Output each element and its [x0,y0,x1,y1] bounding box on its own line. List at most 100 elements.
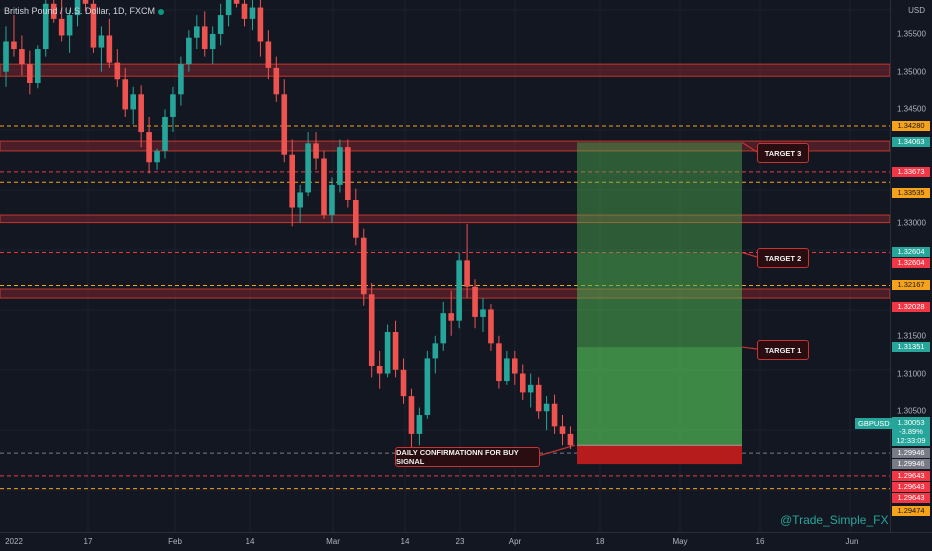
candle-body [90,3,97,48]
candle-body [178,64,184,95]
candle-body [559,426,566,434]
target-1-leader [741,346,758,350]
price-tick: 1.35000 [897,67,926,77]
candle-body [225,0,232,16]
stop-loss-zone [577,445,742,465]
target-zone-1 [577,347,742,446]
symbol-tag: GBPUSD [855,418,893,429]
candle-body [98,35,105,48]
market-open-dot [158,8,165,15]
candle-body [321,158,327,216]
price-level-badge: 1.29643 [892,492,930,503]
candlestick-chart[interactable] [0,0,890,532]
candle-body [66,15,73,36]
price-level-badge: 1.29643 [892,470,930,481]
signal-leader [537,444,576,457]
chart-pane[interactable] [0,0,890,532]
candle-body [35,49,41,84]
current-price-box: 1.30053 -3.89% 12:33:09 [892,417,930,446]
candle-body [329,184,335,216]
sr-zone [0,140,890,152]
time-label: 16 [755,537,765,546]
target-2-label[interactable]: TARGET 2 [757,248,809,268]
candle-body [360,237,367,295]
candle-body [58,18,65,36]
time-label: 2022 [5,537,23,546]
time-label: Feb [168,537,182,546]
time-label: 17 [83,537,93,546]
candle-body [376,365,383,374]
candle-body [82,0,89,4]
price-tick: 1.33000 [897,218,926,228]
price-level-badge: 1.29643 [892,481,930,492]
candle-body [353,199,359,238]
symbol-title[interactable]: British Pound / U.S. Dollar, 1D, FXCM [4,6,165,16]
price-axis[interactable]: USD 1.30053 -3.89% 12:33:09 1.35500 1.350… [890,0,932,532]
candle-body [480,309,486,317]
candle-body [273,67,280,95]
candle-body [408,396,415,434]
candle-body [162,116,168,151]
candle-body [400,369,407,397]
current-price: 1.30053 [897,418,925,427]
price-tick: 1.31000 [897,369,926,379]
candle-body [313,143,319,159]
candle-body [27,64,33,84]
candle-body [464,260,470,287]
price-level-badge: 1.32167 [892,280,930,291]
candle-body [416,415,423,434]
candle-body [305,143,311,193]
candle-body [186,37,192,65]
candle-body [209,33,216,50]
price-level-badge: 1.34280 [892,121,930,132]
target-2-leader [741,251,758,258]
candle-body [472,286,478,317]
candle-body [241,3,248,19]
price-level-badge: 1.29474 [892,505,930,516]
price-tick: 1.35500 [897,29,926,39]
candle-body [345,147,351,200]
bar-countdown: 12:33:09 [896,436,926,445]
target-1-label[interactable]: TARGET 1 [757,340,809,360]
watermark: @Trade_Simple_FX [780,513,889,527]
candle-body [122,79,129,110]
candle-body [368,294,375,366]
candle-body [201,26,208,50]
candle-body [50,3,57,19]
candle-body [488,309,494,344]
price-level-badge: 1.32604 [892,258,930,269]
candle-body [519,373,526,393]
target-3-label[interactable]: TARGET 3 [757,143,809,163]
price-tick: 1.34500 [897,104,926,114]
time-axis[interactable]: 2022 17 Feb 14 Mar 14 23 Apr 18 May 16 Jun [0,532,932,551]
candle-body [74,0,81,16]
candle-body [146,132,152,163]
symbol-title-text: British Pound / U.S. Dollar, 1D, FXCM [4,6,156,16]
price-tick: 1.30500 [897,406,926,416]
time-label: Jun [845,537,859,546]
candle-body [535,384,542,412]
candle-body [257,7,264,42]
candle-body [512,358,518,374]
time-label: May [672,537,688,546]
candle-body [504,358,510,382]
time-label: Apr [508,537,522,546]
candle-body [249,7,256,19]
time-label: Mar [326,537,340,546]
candle-body [170,94,176,117]
price-level-badge: 1.29946 [892,459,930,470]
candle-body [432,343,439,359]
price-level-badge: 1.34063 [892,137,930,148]
candle-body [130,94,136,110]
candle-body [567,433,574,446]
candle-body [337,147,343,185]
candle-body [527,384,534,393]
target-zone-3 [577,142,742,253]
candle-body [265,41,272,68]
time-label: 18 [595,537,605,546]
sr-zone [0,288,890,299]
candle-body [543,403,550,412]
buy-signal-label[interactable]: DAILY CONFIRMATIONN FOR BUY SIGNAL [395,447,540,467]
candle-body [194,26,200,38]
candle-body [496,343,502,382]
